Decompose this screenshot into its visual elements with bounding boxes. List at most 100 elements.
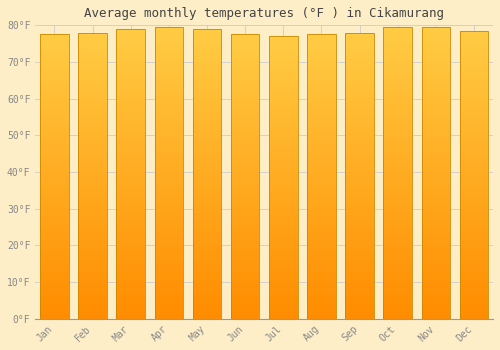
Bar xyxy=(231,63,260,66)
Bar xyxy=(78,186,107,190)
Bar xyxy=(384,198,412,202)
Bar xyxy=(307,308,336,312)
Bar xyxy=(307,262,336,265)
Bar xyxy=(40,49,68,52)
Bar xyxy=(345,287,374,290)
Bar xyxy=(40,237,68,240)
Bar xyxy=(345,47,374,50)
Bar xyxy=(40,152,68,155)
Bar xyxy=(231,276,260,280)
Bar xyxy=(384,158,412,162)
Bar xyxy=(78,40,107,43)
Bar xyxy=(269,220,298,223)
Bar xyxy=(307,49,336,52)
Bar xyxy=(384,38,412,42)
Bar xyxy=(460,275,488,279)
Bar xyxy=(269,86,298,89)
Bar xyxy=(116,217,145,221)
Bar xyxy=(116,43,145,47)
Bar xyxy=(269,36,298,40)
Bar xyxy=(192,145,222,148)
Bar xyxy=(154,315,183,318)
Bar xyxy=(78,222,107,226)
Bar xyxy=(78,158,107,161)
Bar xyxy=(460,160,488,164)
Bar xyxy=(307,290,336,294)
Bar xyxy=(116,80,145,83)
Bar xyxy=(422,308,450,312)
Bar xyxy=(40,52,68,56)
Bar xyxy=(231,240,260,244)
Bar xyxy=(231,290,260,294)
Bar xyxy=(269,47,298,50)
Bar xyxy=(307,66,336,70)
Bar xyxy=(345,290,374,294)
Bar xyxy=(422,217,450,220)
Bar xyxy=(154,85,183,89)
Bar xyxy=(116,87,145,91)
Bar xyxy=(345,72,374,76)
Bar xyxy=(422,188,450,191)
Bar xyxy=(192,268,222,272)
Bar xyxy=(269,298,298,301)
Bar xyxy=(460,268,488,272)
Bar xyxy=(116,224,145,228)
Bar xyxy=(154,27,183,318)
Bar xyxy=(460,121,488,124)
Bar xyxy=(192,239,222,243)
Bar xyxy=(231,176,260,180)
Bar xyxy=(40,173,68,176)
Bar xyxy=(269,75,298,79)
Bar xyxy=(269,107,298,110)
Bar xyxy=(460,149,488,153)
Bar xyxy=(154,275,183,279)
Bar xyxy=(269,82,298,86)
Bar xyxy=(40,276,68,280)
Bar xyxy=(231,258,260,262)
Bar xyxy=(460,229,488,232)
Bar xyxy=(269,72,298,75)
Bar xyxy=(269,255,298,259)
Bar xyxy=(78,276,107,279)
Bar xyxy=(269,36,298,318)
Bar xyxy=(422,27,450,318)
Bar xyxy=(40,265,68,269)
Bar xyxy=(422,111,450,114)
Bar xyxy=(231,233,260,237)
Bar xyxy=(40,123,68,127)
Bar xyxy=(422,107,450,111)
Bar xyxy=(422,126,450,129)
Bar xyxy=(116,33,145,36)
Bar xyxy=(192,36,222,40)
Bar xyxy=(192,72,222,76)
Bar xyxy=(231,212,260,216)
Bar xyxy=(269,223,298,227)
Bar xyxy=(345,247,374,251)
Bar xyxy=(345,218,374,222)
Bar xyxy=(422,268,450,271)
Bar xyxy=(40,212,68,216)
Bar xyxy=(40,145,68,148)
Bar xyxy=(40,120,68,123)
Bar xyxy=(307,205,336,209)
Bar xyxy=(154,100,183,104)
Bar xyxy=(192,293,222,297)
Bar xyxy=(116,210,145,214)
Bar xyxy=(154,213,183,217)
Bar xyxy=(345,136,374,140)
Bar xyxy=(192,134,222,138)
Bar xyxy=(154,34,183,38)
Bar xyxy=(460,175,488,178)
Bar xyxy=(40,169,68,173)
Bar xyxy=(231,280,260,283)
Bar xyxy=(307,166,336,169)
Bar xyxy=(231,265,260,269)
Bar xyxy=(269,96,298,100)
Bar xyxy=(40,45,68,49)
Bar xyxy=(231,166,260,169)
Bar xyxy=(422,100,450,104)
Bar xyxy=(192,275,222,279)
Bar xyxy=(460,171,488,175)
Bar xyxy=(78,165,107,168)
Bar xyxy=(116,301,145,304)
